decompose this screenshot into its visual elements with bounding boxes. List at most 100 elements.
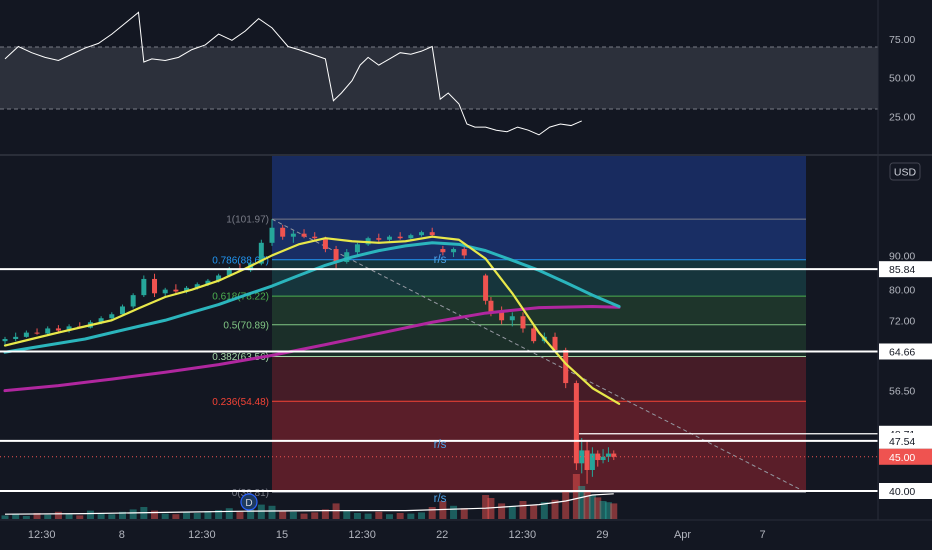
price-axis[interactable]: 75.00 50.00 25.00 90.00 80.00 72.00 56.50 85.8… bbox=[877, 0, 932, 520]
rs-annotation-upper: r/s bbox=[434, 254, 447, 266]
candle[interactable] bbox=[451, 247, 457, 258]
volume-bar bbox=[540, 502, 548, 519]
candle[interactable] bbox=[45, 326, 51, 335]
volume-bar bbox=[279, 510, 287, 519]
volume-bar bbox=[172, 514, 180, 519]
candle[interactable] bbox=[589, 447, 595, 477]
candle[interactable] bbox=[531, 324, 537, 344]
candle[interactable] bbox=[162, 287, 168, 297]
candle[interactable] bbox=[520, 312, 526, 333]
volume-bar bbox=[418, 512, 426, 519]
volume-bar bbox=[65, 513, 73, 519]
rsi-tick-label: 25.00 bbox=[889, 111, 915, 123]
candle[interactable] bbox=[23, 330, 29, 338]
candle[interactable] bbox=[600, 449, 606, 464]
time-tick-label: 12:30 bbox=[188, 529, 216, 541]
candle[interactable] bbox=[130, 293, 136, 309]
candle[interactable] bbox=[152, 273, 158, 297]
candle[interactable] bbox=[552, 332, 558, 353]
currency-badge-box bbox=[889, 162, 921, 181]
currency-badge[interactable]: USD bbox=[889, 162, 921, 181]
ema-slow-line[interactable] bbox=[3, 304, 621, 393]
candle[interactable] bbox=[461, 245, 467, 259]
volume-bar bbox=[375, 511, 383, 519]
volume-bar bbox=[236, 511, 244, 519]
volume-bar bbox=[460, 508, 468, 519]
candle-body bbox=[573, 383, 579, 464]
candle[interactable] bbox=[499, 306, 505, 325]
candle[interactable] bbox=[280, 224, 286, 240]
level-price-label-text: 64.66 bbox=[889, 346, 915, 358]
candle-body bbox=[13, 336, 19, 340]
candle[interactable] bbox=[563, 347, 569, 389]
volume-bar bbox=[530, 504, 538, 519]
candle[interactable] bbox=[141, 275, 147, 297]
rsi-line[interactable] bbox=[4, 11, 582, 136]
rs-annotation-volume: r/s bbox=[434, 493, 447, 505]
level-price-label: 85.84 bbox=[879, 261, 932, 278]
last-price-label-box bbox=[879, 448, 932, 465]
candle[interactable] bbox=[509, 312, 515, 327]
ema-fast-line[interactable] bbox=[3, 235, 621, 405]
candle[interactable] bbox=[55, 325, 61, 332]
candle[interactable] bbox=[611, 450, 617, 461]
candle[interactable] bbox=[573, 380, 579, 470]
candle[interactable] bbox=[584, 441, 590, 484]
candle[interactable] bbox=[440, 245, 446, 256]
candle[interactable] bbox=[397, 232, 403, 240]
candle-body bbox=[509, 316, 515, 321]
candle[interactable] bbox=[579, 438, 585, 474]
candle[interactable] bbox=[386, 235, 392, 242]
level-price-label-text: 40.00 bbox=[889, 486, 915, 498]
candle[interactable] bbox=[333, 245, 339, 269]
candle-body bbox=[354, 244, 360, 253]
candle[interactable] bbox=[312, 232, 318, 240]
candle[interactable] bbox=[419, 230, 425, 237]
volume-bar bbox=[428, 507, 436, 519]
volume-bar bbox=[332, 503, 340, 519]
candle[interactable] bbox=[290, 230, 296, 243]
volume-bar bbox=[588, 495, 596, 519]
volume-bar bbox=[225, 508, 233, 519]
candle-body bbox=[173, 289, 179, 292]
volume-bar bbox=[551, 499, 559, 519]
fib-trendline[interactable] bbox=[271, 218, 807, 493]
candle[interactable] bbox=[2, 336, 8, 346]
volume-bar bbox=[151, 510, 159, 519]
volume-bar bbox=[610, 503, 618, 519]
time-axis[interactable]: 12:30 8 12:30 15 12:30 22 12:30 29 Apr 7 bbox=[0, 519, 932, 541]
candle[interactable] bbox=[173, 284, 179, 294]
candle[interactable] bbox=[595, 450, 601, 467]
candle[interactable] bbox=[483, 273, 489, 305]
time-tick-label: 8 bbox=[119, 529, 125, 541]
candle[interactable] bbox=[301, 229, 307, 239]
candle[interactable] bbox=[34, 328, 40, 335]
candle-body bbox=[531, 328, 537, 342]
day-marker[interactable]: D bbox=[240, 493, 258, 511]
candle[interactable] bbox=[269, 219, 275, 246]
price-tick-label: 90.00 bbox=[889, 250, 915, 262]
candle[interactable] bbox=[429, 227, 435, 237]
volume-bar bbox=[183, 512, 191, 519]
candle[interactable] bbox=[408, 233, 414, 240]
ema-mid-line[interactable] bbox=[3, 241, 621, 354]
candle-body bbox=[520, 316, 526, 329]
candle-body bbox=[600, 456, 606, 461]
candle[interactable] bbox=[344, 249, 350, 264]
volume-bar bbox=[519, 501, 527, 519]
time-tick-label: 15 bbox=[276, 529, 288, 541]
candle-body bbox=[499, 312, 505, 321]
rsi-pane[interactable] bbox=[0, 11, 878, 136]
candle[interactable] bbox=[605, 447, 611, 462]
candle-body bbox=[141, 278, 147, 296]
candle[interactable] bbox=[13, 332, 19, 342]
candle-body bbox=[386, 236, 392, 240]
candle[interactable] bbox=[354, 242, 360, 256]
candle[interactable] bbox=[376, 233, 382, 243]
candle[interactable] bbox=[109, 312, 115, 321]
price-pane[interactable]: 1(101.97)0.786(88.67)0.618(78.22)0.5(70.… bbox=[0, 156, 878, 519]
candle-body bbox=[488, 300, 494, 313]
candle-body bbox=[376, 238, 382, 240]
candle[interactable] bbox=[119, 304, 125, 317]
volume-bar bbox=[300, 513, 308, 519]
